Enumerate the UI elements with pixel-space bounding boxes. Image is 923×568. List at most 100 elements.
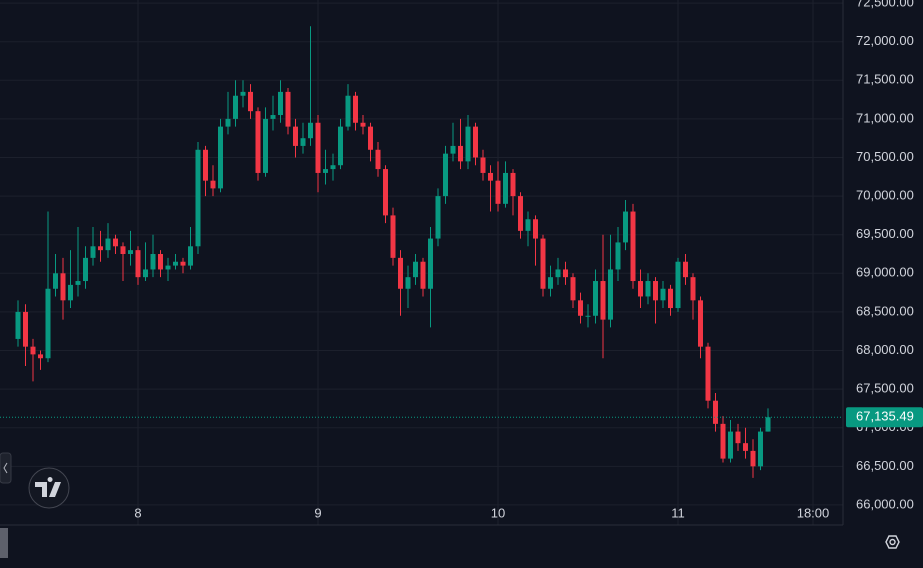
x-tick-label: 8: [134, 505, 141, 520]
candle-body: [180, 261, 186, 266]
candle-body: [203, 149, 208, 181]
candle-body: [210, 180, 216, 189]
candle-body: [375, 149, 381, 170]
candle-body: [285, 91, 291, 127]
candle-body: [23, 311, 28, 347]
candle-body: [263, 118, 268, 173]
candle-body: [405, 277, 411, 289]
y-tick-label: 71,500.00: [856, 72, 914, 87]
y-tick-label: 71,000.00: [856, 110, 914, 125]
candle-body: [450, 145, 456, 154]
last-price-label: 67,135.49: [856, 409, 914, 424]
y-tick-label: 72,000.00: [856, 33, 914, 48]
candle-body: [548, 277, 553, 289]
y-tick-label: 66,500.00: [856, 458, 914, 473]
candle-body: [585, 315, 591, 317]
candle-body: [188, 246, 193, 266]
candle-body: [458, 145, 463, 162]
candle-body: [390, 215, 396, 258]
y-tick-label: 69,500.00: [856, 226, 914, 241]
candle-body: [60, 273, 66, 301]
y-tick-label: 72,500.00: [856, 0, 914, 10]
candle-body: [630, 211, 636, 282]
candle-body: [300, 138, 306, 146]
candle-body: [308, 122, 313, 139]
x-tick-label: 18:00: [797, 505, 830, 520]
last-price-box: [846, 407, 923, 428]
y-tick-label: 69,000.00: [856, 265, 914, 280]
y-tick-label: 70,500.00: [856, 149, 914, 164]
candle-body: [53, 273, 58, 289]
candle-body: [270, 115, 276, 119]
candle-body: [83, 257, 88, 282]
candle-body: [90, 246, 96, 258]
candle-body: [293, 126, 298, 146]
candle-body: [555, 269, 561, 278]
x-tick-label: 11: [671, 505, 685, 520]
collapse-button[interactable]: [0, 452, 12, 484]
candle-body: [323, 169, 328, 173]
candle-body: [728, 431, 733, 459]
candle-body: [368, 126, 373, 150]
tradingview-logo: [28, 467, 70, 509]
candle-body: [353, 95, 358, 123]
candle-body: [563, 269, 568, 278]
candles: [0, 26, 843, 478]
scroll-handle[interactable]: [0, 528, 8, 558]
candle-body: [518, 196, 523, 231]
candle-body: [98, 246, 103, 251]
candle-body: [705, 346, 711, 401]
axis-labels: 66,000.0066,500.0067,000.0067,500.0068,0…: [134, 0, 923, 520]
candle-body: [690, 277, 696, 301]
y-tick-label: 68,500.00: [856, 303, 914, 318]
candle-body: [645, 281, 651, 297]
candle-body: [480, 157, 486, 173]
settings-button[interactable]: [885, 535, 900, 549]
candle-body: [743, 443, 748, 451]
candle-body: [525, 219, 531, 231]
candle-body: [330, 165, 336, 170]
candle-body: [345, 95, 351, 127]
candle-body: [683, 261, 688, 278]
candle-body: [15, 311, 21, 339]
x-tick-label: 9: [314, 505, 321, 520]
candle-body: [713, 400, 718, 424]
candle-body: [360, 122, 366, 127]
candle-body: [68, 284, 73, 301]
candle-body: [398, 257, 403, 289]
candle-body: [30, 346, 36, 355]
candle-body: [510, 172, 516, 197]
candle-body: [735, 431, 741, 444]
candle-body: [623, 211, 628, 243]
candle-body: [195, 149, 201, 247]
y-tick-label: 70,000.00: [856, 188, 914, 203]
x-tick-label: 10: [491, 505, 505, 520]
candle-body: [443, 153, 448, 197]
candle-body: [38, 354, 43, 359]
candle-body: [420, 261, 426, 289]
candle-body: [315, 122, 321, 173]
y-tick-label: 68,000.00: [856, 342, 914, 357]
candle-body: [473, 126, 478, 158]
candle-body: [615, 242, 621, 270]
candle-body: [765, 417, 771, 432]
candle-body: [113, 238, 118, 247]
candle-body: [413, 261, 418, 278]
candle-body: [128, 250, 133, 255]
candle-body: [278, 91, 283, 116]
candle-body: [158, 254, 163, 270]
candle-body: [45, 288, 51, 359]
candle-body: [578, 300, 583, 316]
candle-body: [165, 265, 171, 270]
candle-body: [248, 91, 253, 112]
candle-body: [225, 118, 231, 127]
candle-body: [173, 261, 178, 266]
candle-body: [435, 196, 441, 239]
candle-body: [143, 269, 148, 278]
candle-body: [698, 300, 703, 347]
candle-body: [540, 238, 546, 289]
candle-body: [120, 246, 126, 255]
candle-body: [758, 431, 763, 467]
